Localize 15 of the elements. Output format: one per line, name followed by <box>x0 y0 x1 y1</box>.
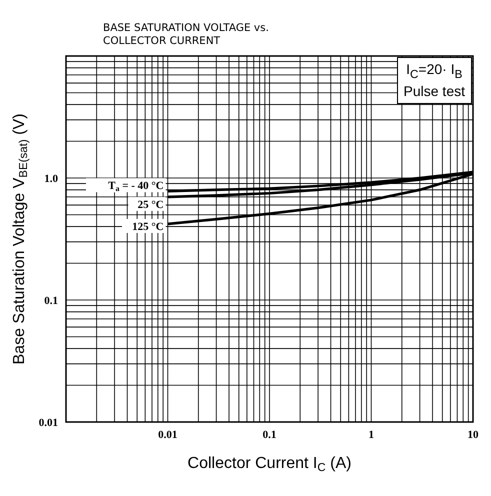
series-label: 25 °C <box>138 198 164 211</box>
x-tick-label: 1 <box>368 428 374 441</box>
x-axis-title: Collector Current I$_{C}$ (A) <box>188 455 352 474</box>
x-tick-label: 0.1 <box>262 428 276 441</box>
series-label: T$_{a}$ = - 40 °C <box>108 180 164 194</box>
x-tick-label: 10 <box>468 428 479 441</box>
y-tick-label: 1.0 <box>44 172 58 185</box>
series-label: 125 °C <box>132 220 164 233</box>
annotation: Pulse test <box>404 82 465 100</box>
chart-subtitle: COLLECTOR CURRENT <box>103 35 222 48</box>
annotation: I$_{C}$=20· I$_{B}$ <box>405 61 464 83</box>
chart-title: BASE SATURATION VOLTAGE vs. <box>103 22 270 35</box>
y-tick-label: 0.1 <box>44 294 58 307</box>
y-tick-label: 0.01 <box>38 416 58 429</box>
x-tick-label: 0.01 <box>158 428 178 441</box>
